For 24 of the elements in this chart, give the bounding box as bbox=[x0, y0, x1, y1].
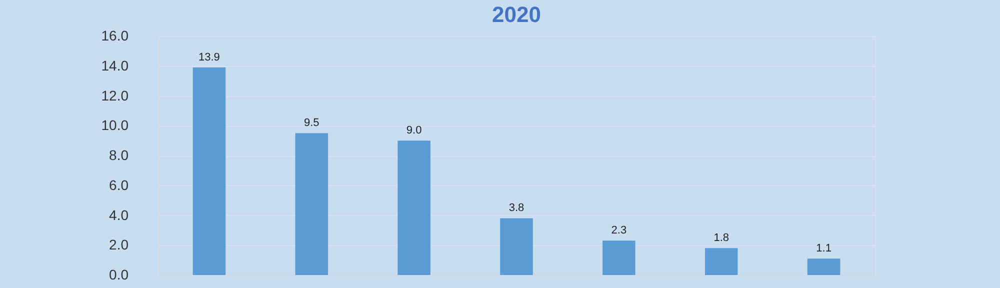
y-tick-label: 8.0 bbox=[109, 147, 129, 163]
bar bbox=[704, 248, 738, 275]
data-label: 9.5 bbox=[304, 117, 320, 130]
y-tick-label: 0.0 bbox=[109, 266, 129, 282]
y-tick-label: 16.0 bbox=[101, 28, 129, 44]
data-label: 3.8 bbox=[508, 202, 524, 214]
chart-title: 2020 bbox=[492, 2, 541, 27]
y-tick-label: 10.0 bbox=[101, 117, 129, 134]
bar bbox=[500, 218, 533, 275]
data-label: 1.8 bbox=[714, 232, 730, 244]
y-tick-label: 2.0 bbox=[109, 236, 129, 253]
y-tick-label: 4.0 bbox=[109, 206, 129, 223]
data-label: 9.0 bbox=[406, 124, 422, 137]
bar bbox=[398, 140, 430, 275]
y-tick-label: 14.0 bbox=[101, 57, 129, 74]
data-label: 2.3 bbox=[611, 224, 627, 237]
bar bbox=[602, 240, 636, 275]
bar bbox=[295, 133, 328, 275]
data-label: 13.9 bbox=[198, 51, 220, 64]
data-label: 1.1 bbox=[816, 242, 832, 255]
y-tick-label: 6.0 bbox=[109, 176, 129, 193]
bar bbox=[807, 258, 840, 275]
y-tick-label: 12.0 bbox=[101, 87, 129, 104]
bar bbox=[192, 67, 226, 275]
